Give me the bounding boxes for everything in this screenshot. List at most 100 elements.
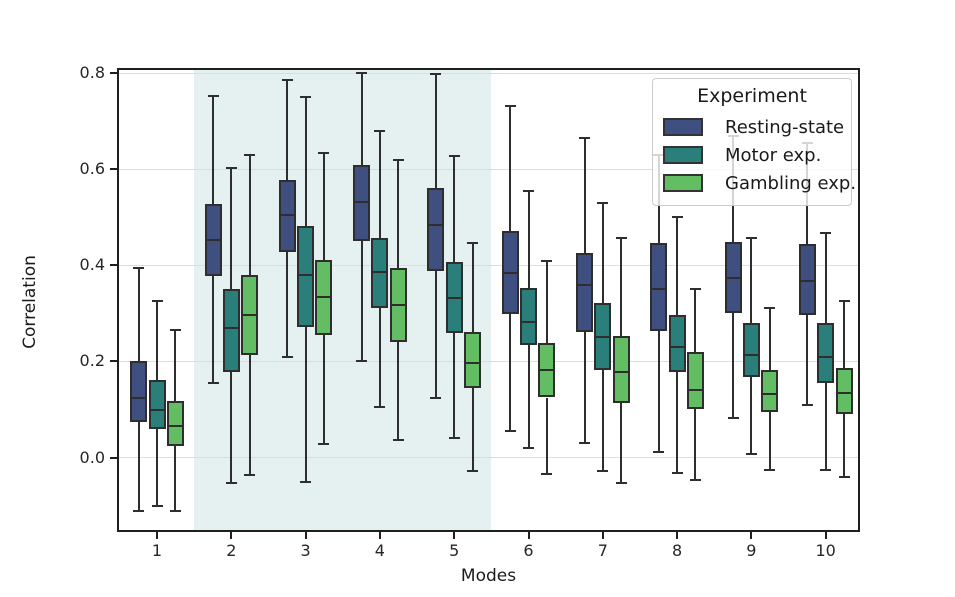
whisker-cap-upper <box>745 236 757 239</box>
legend-title: Experiment <box>697 85 807 107</box>
whisker-cap-upper <box>356 72 368 75</box>
whisker-lower <box>397 341 400 441</box>
whisker-upper <box>137 267 140 362</box>
whisker-upper <box>750 237 753 324</box>
boxplot-box <box>817 323 835 383</box>
whisker-cap-lower <box>745 453 757 456</box>
y-tick-mark <box>110 72 117 75</box>
whisker-upper <box>471 243 474 332</box>
x-tick-mark <box>824 532 827 539</box>
whisker-upper <box>545 261 548 344</box>
y-tick-label: 0.0 <box>79 447 105 467</box>
whisker-cap-upper <box>820 232 832 235</box>
y-tick-label: 0.6 <box>79 159 105 179</box>
x-tick-label: 3 <box>300 541 311 560</box>
boxplot-box <box>427 188 445 271</box>
gridline <box>117 360 860 362</box>
boxplot-median <box>427 224 445 227</box>
whisker-lower <box>657 330 660 453</box>
boxplot-box <box>353 164 371 242</box>
whisker-upper <box>322 152 325 261</box>
boxplot-median <box>278 213 296 216</box>
boxplot-median <box>594 335 612 338</box>
whisker-cap-upper <box>764 306 776 309</box>
boxplot-median <box>148 408 166 411</box>
whisker-lower <box>509 314 512 432</box>
whisker-cap-lower <box>838 475 850 478</box>
gridline <box>117 264 860 266</box>
whisker-upper <box>174 330 177 401</box>
whisker-upper <box>583 138 586 254</box>
legend-swatch <box>663 146 703 164</box>
whisker-cap-upper <box>689 288 701 291</box>
boxplot-box <box>612 336 630 404</box>
whisker-upper <box>286 80 289 181</box>
boxplot-median <box>798 279 816 282</box>
whisker-cap-upper <box>615 237 627 240</box>
boxplot-box <box>297 225 315 327</box>
whisker-lower <box>471 388 474 471</box>
boxplot-box <box>742 323 760 377</box>
whisker-cap-lower <box>318 443 330 446</box>
whisker-cap-lower <box>579 442 590 445</box>
whisker-lower <box>286 252 289 357</box>
boxplot-median <box>389 303 407 306</box>
whisker-upper <box>824 233 827 324</box>
whisker-lower <box>768 411 771 471</box>
x-tick-label: 8 <box>672 541 683 560</box>
gridline <box>117 457 860 459</box>
legend-swatch <box>663 174 703 192</box>
boxplot-box <box>148 379 166 430</box>
whisker-lower <box>806 314 809 406</box>
whisker-cap-upper <box>579 137 590 140</box>
boxplot-box <box>798 244 816 315</box>
whisker-upper <box>397 159 400 269</box>
whisker-cap-lower <box>727 416 739 419</box>
legend-item: Gambling exp. <box>663 169 856 197</box>
whisker-cap-upper <box>504 105 516 108</box>
boxplot-median <box>297 274 315 277</box>
boxplot-median <box>576 284 593 287</box>
whisker-cap-upper <box>169 329 181 332</box>
boxplot-box <box>576 253 593 332</box>
boxplot-median <box>315 295 333 298</box>
boxplot-median <box>371 270 389 273</box>
whisker-lower <box>378 308 381 407</box>
x-tick-mark <box>230 532 233 539</box>
x-tick-mark <box>750 532 753 539</box>
boxplot-box <box>464 331 481 389</box>
whisker-lower <box>174 446 177 511</box>
whisker-lower <box>676 371 679 474</box>
whisker-upper <box>230 168 233 290</box>
boxplot-median <box>668 345 686 348</box>
whisker-cap-upper <box>300 96 312 99</box>
whisker-cap-lower <box>392 439 404 442</box>
x-tick-label: 7 <box>597 541 608 560</box>
whisker-cap-lower <box>356 360 368 363</box>
whisker-upper <box>360 73 363 165</box>
whisker-lower <box>453 332 456 439</box>
whisker-lower <box>360 241 363 362</box>
whisker-cap-lower <box>615 482 627 485</box>
whisker-upper <box>676 217 679 315</box>
whisker-upper <box>378 131 381 239</box>
whisker-cap-lower <box>430 396 442 399</box>
whisker-cap-lower <box>151 504 163 507</box>
x-tick-mark <box>304 532 307 539</box>
whisker-lower <box>230 371 233 483</box>
boxplot-median <box>166 425 184 428</box>
legend: Experiment Resting-state Motor exp. Gambli… <box>652 78 856 206</box>
whisker-cap-upper <box>467 242 478 245</box>
whisker-upper <box>212 96 214 204</box>
whisker-lower <box>527 345 530 448</box>
boxplot-median <box>353 200 371 203</box>
x-tick-label: 6 <box>523 541 534 560</box>
whisker-cap-lower <box>169 509 181 512</box>
whisker-cap-upper <box>374 130 386 133</box>
whisker-cap-upper <box>133 266 145 269</box>
y-axis-label: Correlation <box>20 255 40 349</box>
boxplot-median <box>241 313 259 316</box>
whisker-cap-lower <box>133 509 145 512</box>
whisker-cap-lower <box>244 473 256 476</box>
whisker-cap-upper <box>281 79 293 82</box>
